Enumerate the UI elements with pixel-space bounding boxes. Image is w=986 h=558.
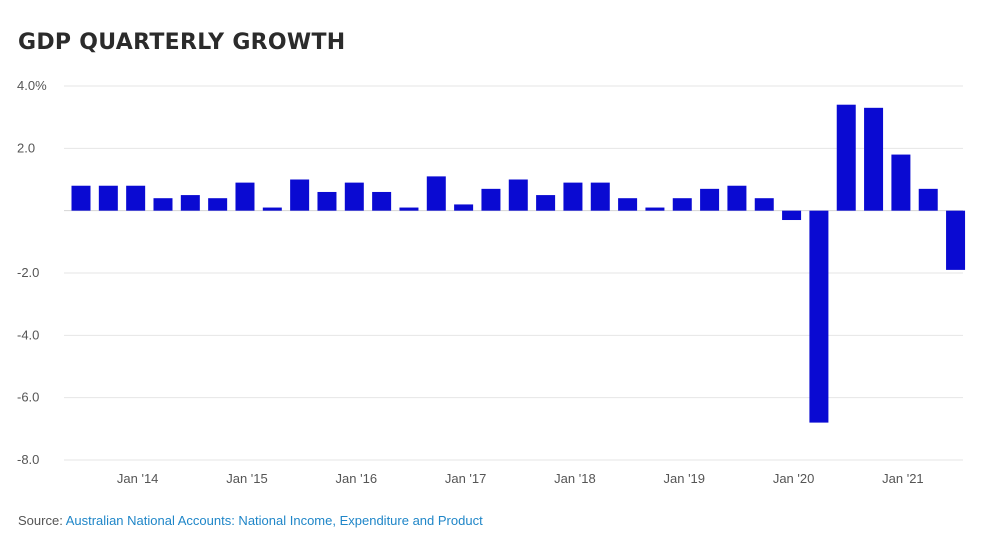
bar bbox=[372, 191, 392, 211]
bar bbox=[153, 198, 173, 211]
bar bbox=[672, 198, 692, 211]
x-tick-label: Jan '14 bbox=[117, 471, 159, 486]
source-link[interactable]: Australian National Accounts: National I… bbox=[65, 513, 483, 528]
bar bbox=[481, 188, 501, 211]
x-tick-label: Jan '16 bbox=[336, 471, 378, 486]
bar bbox=[536, 195, 556, 211]
bar bbox=[454, 204, 474, 211]
bar bbox=[317, 191, 337, 211]
source-prefix: Source: bbox=[18, 513, 63, 528]
x-tick-label: Jan '17 bbox=[445, 471, 487, 486]
bar bbox=[290, 179, 310, 211]
y-tick-label: 4.0% bbox=[17, 78, 47, 93]
bar bbox=[208, 198, 228, 211]
bar bbox=[645, 207, 665, 211]
bar bbox=[71, 185, 91, 211]
source-note: Source: Australian National Accounts: Na… bbox=[18, 513, 483, 528]
y-tick-label: -2.0 bbox=[17, 265, 39, 280]
bar bbox=[426, 176, 446, 211]
y-tick-label: -8.0 bbox=[17, 452, 39, 467]
bar bbox=[180, 195, 200, 211]
y-tick-label: -4.0 bbox=[17, 327, 39, 342]
x-tick-label: Jan '15 bbox=[226, 471, 268, 486]
bar bbox=[399, 207, 419, 211]
y-tick-label: 2.0 bbox=[17, 140, 35, 155]
bar bbox=[563, 182, 583, 211]
bar bbox=[946, 210, 966, 270]
bar bbox=[754, 198, 774, 211]
bar bbox=[864, 107, 884, 211]
bar bbox=[126, 185, 146, 211]
bar bbox=[782, 210, 802, 221]
bar-chart: 4.0% 2.0 -2.0 -4.0 -6.0 -8.0 Jan '14 Jan '15 Jan… bbox=[17, 78, 966, 486]
bar bbox=[508, 179, 528, 211]
bar bbox=[836, 104, 856, 211]
y-tick-label: -6.0 bbox=[17, 390, 39, 405]
bar bbox=[809, 210, 829, 423]
bar bbox=[344, 182, 364, 211]
bar bbox=[262, 207, 282, 211]
bar bbox=[618, 198, 638, 211]
bar bbox=[918, 188, 938, 211]
bar bbox=[98, 185, 118, 211]
x-tick-label: Jan '19 bbox=[664, 471, 706, 486]
bar bbox=[727, 185, 747, 211]
bar bbox=[891, 154, 911, 211]
bar bbox=[590, 182, 610, 211]
x-tick-label: Jan '18 bbox=[554, 471, 596, 486]
chart-title: GDP QUARTERLY GROWTH bbox=[18, 30, 346, 55]
bar bbox=[700, 188, 720, 211]
x-tick-label: Jan '21 bbox=[882, 471, 924, 486]
x-tick-label: Jan '20 bbox=[773, 471, 815, 486]
bar bbox=[235, 182, 255, 211]
